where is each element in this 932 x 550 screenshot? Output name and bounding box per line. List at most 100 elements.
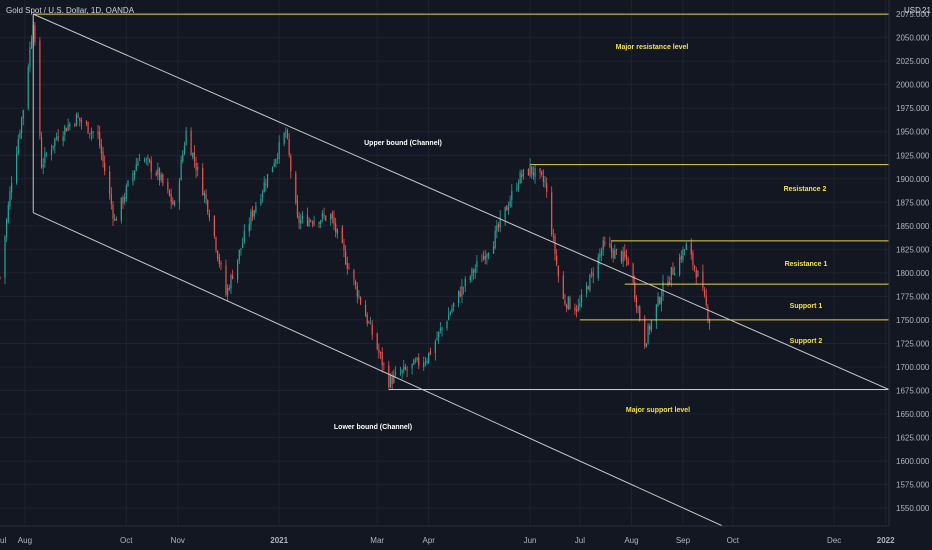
candle-body [157,168,159,175]
candle [680,250,682,263]
candle-body [649,325,651,331]
candle [102,146,104,168]
candle [150,156,152,180]
candle [660,289,662,312]
time-tick-label: Oct [120,536,133,545]
candle-body [52,145,54,148]
candle-body [275,159,277,164]
time-axis[interactable]: ul Aug Oct Nov 2021 Mar Apr Jun Jul Aug Sep Oct Dec 2… [0,525,932,550]
candle [414,357,417,364]
candle [426,358,428,365]
candle-body [693,265,696,269]
candle-body [517,183,520,188]
candle-body [371,324,373,336]
candle-body [336,228,338,234]
candle-body [102,151,104,162]
candle [85,120,88,127]
candle-body [285,131,287,133]
candle-body [110,193,112,205]
candle [383,362,385,371]
candle [674,266,676,276]
candle [65,127,68,132]
candle-body [288,139,290,155]
candle-body [614,249,616,259]
candle-body [122,196,124,204]
candle-body [388,365,390,388]
price-tick-label: 1850.000 [896,222,930,231]
candle [173,200,176,207]
candle-body [77,115,79,118]
candle-body [684,249,686,251]
candle-body [85,122,88,124]
candle [453,302,455,312]
price-tick-label: 1800.000 [896,269,930,278]
candle [278,135,280,164]
candle [411,363,413,375]
candle [120,197,122,224]
price-axis[interactable]: 2075.000 2050.000 2025.000 2000.000 1975.000… [888,0,932,550]
candle [100,138,102,161]
candle [44,147,46,169]
candle-body [471,268,473,277]
candle [52,145,54,151]
candle [358,289,360,300]
candle [438,331,440,345]
candle-body [39,40,41,137]
candle [276,152,279,165]
chart-annotations: Major resistance level Resistance 2 Resi… [334,44,828,431]
candle [197,162,199,177]
candle-body [330,214,332,220]
candle [220,260,222,271]
candle-body [413,359,415,365]
candle-body [566,304,568,309]
candle-body [22,110,24,119]
symbol-title[interactable]: Gold Spot / U.S. Dollar, 1D, OANDA [6,6,135,15]
candle-body [632,263,634,283]
candle-body [682,249,684,261]
candle-body [313,220,315,226]
candle-body [669,281,671,285]
candle [313,215,315,227]
candle-body [320,220,322,224]
candle-body [463,287,465,289]
candle-body [34,25,36,42]
candle-body [353,269,355,280]
candle [388,360,390,390]
candle-body [376,333,378,350]
candle [635,295,638,314]
candle [218,253,220,268]
candle [217,250,219,262]
candle [655,304,657,329]
time-tick-label: 2022 [877,536,895,545]
candle-body [441,327,443,330]
candle [532,166,534,180]
candle [180,155,182,181]
candle [132,169,134,186]
candle [579,295,581,311]
candle [614,244,616,260]
candle [682,246,684,263]
candle-body [89,133,91,135]
candle-body [426,361,428,363]
currency-label[interactable]: USD [904,6,921,15]
candle-body [487,253,490,256]
candle-body [132,173,134,182]
horizontal-levels [33,13,889,391]
candle [308,217,310,228]
candle [381,347,383,373]
candle [401,369,403,379]
candle [207,199,209,215]
candle [458,290,460,308]
candle [624,244,626,261]
candle-body [87,122,89,134]
candle-body [411,363,413,369]
candle-body [237,259,239,280]
candle [482,251,485,261]
candle-body [30,38,33,49]
candle [703,286,706,298]
candle [541,170,543,177]
candle-body [504,206,506,219]
candle-body [655,304,657,323]
candle-body [50,149,53,155]
